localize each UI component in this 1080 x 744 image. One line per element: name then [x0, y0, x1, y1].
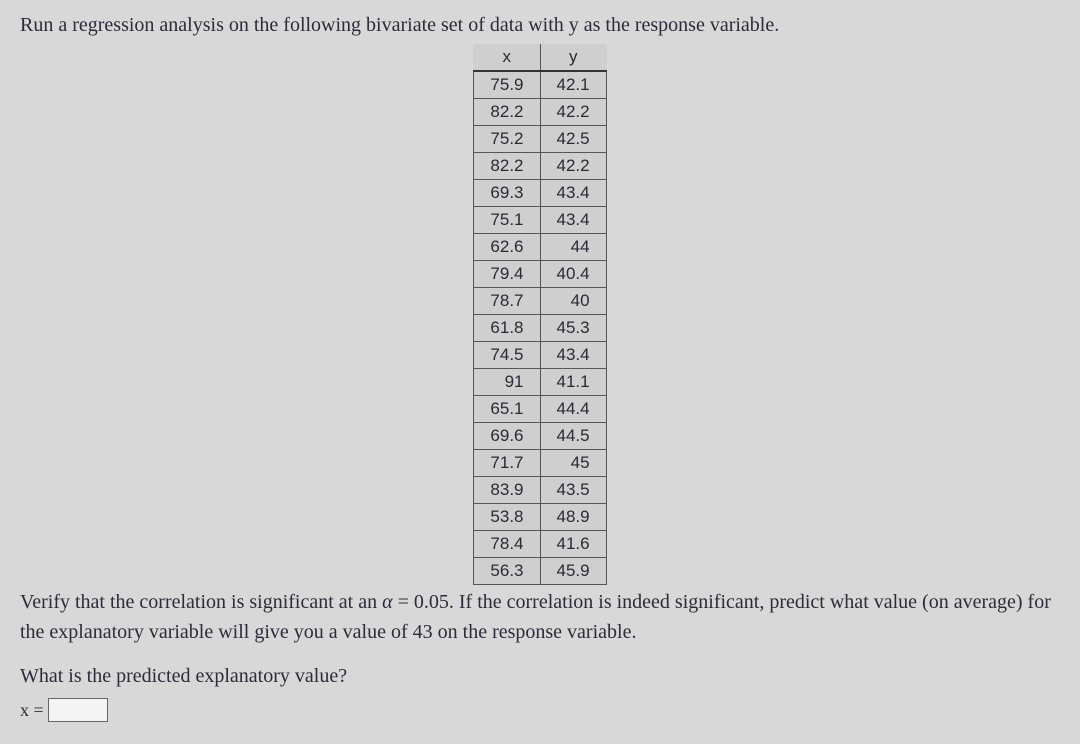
- cell-x: 83.9: [474, 477, 540, 504]
- cell-y: 45: [540, 450, 606, 477]
- table-row: 56.345.9: [474, 558, 606, 585]
- cell-y: 42.2: [540, 99, 606, 126]
- cell-y: 44: [540, 234, 606, 261]
- cell-x: 78.4: [474, 531, 540, 558]
- cell-x: 79.4: [474, 261, 540, 288]
- cell-y: 40.4: [540, 261, 606, 288]
- cell-x: 82.2: [474, 99, 540, 126]
- alpha-eq: =: [393, 591, 414, 613]
- table-row: 53.848.9: [474, 504, 606, 531]
- cell-y: 45.3: [540, 315, 606, 342]
- cell-x: 53.8: [474, 504, 540, 531]
- table-row: 75.143.4: [474, 207, 606, 234]
- cell-y: 41.1: [540, 369, 606, 396]
- table-row: 9141.1: [474, 369, 606, 396]
- cell-y: 40: [540, 288, 606, 315]
- cell-y: 43.4: [540, 207, 606, 234]
- table-row: 82.242.2: [474, 99, 606, 126]
- table-row: 69.644.5: [474, 423, 606, 450]
- cell-x: 71.7: [474, 450, 540, 477]
- table-header-row: x y: [474, 44, 606, 71]
- answer-row: x =: [20, 698, 1060, 722]
- cell-y: 44.4: [540, 396, 606, 423]
- alpha-value: 0.05: [414, 591, 449, 613]
- cell-x: 61.8: [474, 315, 540, 342]
- table-row: 75.942.1: [474, 71, 606, 99]
- cell-x: 56.3: [474, 558, 540, 585]
- cell-y: 42.2: [540, 153, 606, 180]
- cell-x: 74.5: [474, 342, 540, 369]
- col-header-y: y: [540, 44, 606, 71]
- table-row: 62.644: [474, 234, 606, 261]
- cell-y: 43.4: [540, 180, 606, 207]
- verify-text: Verify that the correlation is significa…: [20, 587, 1060, 647]
- cell-y: 42.1: [540, 71, 606, 99]
- cell-x: 82.2: [474, 153, 540, 180]
- table-row: 78.441.6: [474, 531, 606, 558]
- table-row: 69.343.4: [474, 180, 606, 207]
- cell-y: 41.6: [540, 531, 606, 558]
- verify-prefix: Verify that the correlation is significa…: [20, 591, 382, 613]
- cell-x: 65.1: [474, 396, 540, 423]
- table-row: 75.242.5: [474, 126, 606, 153]
- table-row: 74.543.4: [474, 342, 606, 369]
- cell-y: 43.5: [540, 477, 606, 504]
- cell-y: 42.5: [540, 126, 606, 153]
- cell-y: 48.9: [540, 504, 606, 531]
- table-row: 83.943.5: [474, 477, 606, 504]
- cell-y: 43.4: [540, 342, 606, 369]
- intro-text: Run a regression analysis on the followi…: [20, 10, 1060, 40]
- cell-x: 75.9: [474, 71, 540, 99]
- cell-x: 78.7: [474, 288, 540, 315]
- cell-x: 69.3: [474, 180, 540, 207]
- table-row: 61.845.3: [474, 315, 606, 342]
- answer-label: x =: [20, 700, 44, 721]
- table-row: 71.745: [474, 450, 606, 477]
- col-header-x: x: [474, 44, 540, 71]
- answer-input[interactable]: [48, 698, 108, 722]
- cell-x: 75.2: [474, 126, 540, 153]
- table-row: 65.144.4: [474, 396, 606, 423]
- cell-x: 69.6: [474, 423, 540, 450]
- alpha-symbol: α: [382, 591, 393, 613]
- cell-y: 45.9: [540, 558, 606, 585]
- cell-x: 91: [474, 369, 540, 396]
- cell-y: 44.5: [540, 423, 606, 450]
- table-row: 78.740: [474, 288, 606, 315]
- table-row: 79.440.4: [474, 261, 606, 288]
- table-row: 82.242.2: [474, 153, 606, 180]
- question-predicted: What is the predicted explanatory value?: [20, 665, 1060, 688]
- cell-x: 62.6: [474, 234, 540, 261]
- data-table: x y 75.942.182.242.275.242.582.242.269.3…: [473, 44, 606, 585]
- cell-x: 75.1: [474, 207, 540, 234]
